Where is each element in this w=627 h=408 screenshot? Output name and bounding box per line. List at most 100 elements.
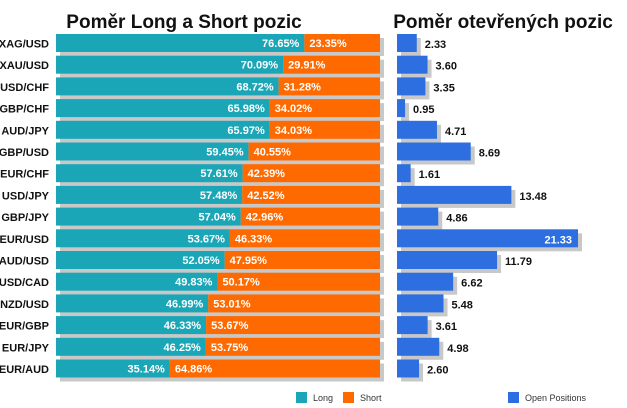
open-positions-bar [397,337,440,356]
open-positions-bar [397,185,512,204]
short-bar [269,120,380,139]
long-value-label: 46.25% [164,342,202,354]
open-positions-bar [397,207,439,226]
short-value-label: 42.96% [246,212,284,224]
long-value-label: 53.67% [188,233,226,245]
long-value-label: 65.98% [227,103,265,115]
long-value-label: 35.14% [128,364,166,376]
ratio-chart-title: Poměr Long a Short pozic [66,12,302,33]
legend-label: Short [360,393,382,403]
category-label: EUR/JPY [2,342,50,354]
category-label: GBP/JPY [1,212,49,224]
long-bar [56,34,305,52]
short-value-label: 40.55% [254,147,292,159]
short-value-label: 50.17% [222,277,260,289]
legend-swatch [343,392,354,403]
short-bar [304,34,380,52]
short-bar [229,229,380,248]
short-value-label: 29.91% [288,60,326,72]
short-value-label: 31.28% [284,81,322,93]
legends: Long Short Open Positions [296,392,587,403]
long-value-label: 57.61% [200,168,238,180]
open-positions-value-label: 3.35 [433,82,454,94]
category-label: XAG/USD [0,39,49,51]
long-bar [56,337,206,356]
category-label: USD/JPY [2,190,50,202]
legend-label: Long [313,393,333,403]
open-positions-value-label: 8.69 [479,148,500,160]
category-label: USD/CAD [0,277,49,289]
long-bar [56,99,270,118]
open-positions-value-label: 3.61 [436,321,457,333]
short-value-label: 53.67% [211,320,249,332]
long-value-label: 46.99% [166,298,204,310]
category-label: GBP/CHF [0,104,49,116]
short-bar [242,185,380,204]
open-positions-value-label: 1.61 [419,169,440,181]
short-bar [208,294,380,313]
long-bar [56,207,241,226]
open-positions-value-label: 6.62 [461,278,482,290]
open-positions-bar [397,99,406,118]
open-positions-value-label: 0.95 [413,104,434,116]
open-positions-value-label: 4.98 [447,343,468,355]
open-positions-bar [397,55,428,74]
long-bar [56,359,170,378]
open-positions-value-label: 2.60 [427,365,448,377]
long-value-label: 49.83% [175,277,213,289]
legend-swatch [296,392,307,403]
long-value-label: 46.33% [164,320,202,332]
long-value-label: 70.09% [241,60,279,72]
long-value-label: 68.72% [236,81,274,93]
short-bar [224,251,380,269]
short-value-label: 34.03% [275,125,313,137]
short-bar [206,316,380,335]
long-bar [56,294,209,313]
short-bar [240,207,380,226]
short-bar [269,99,380,118]
open-positions-bar [397,164,411,183]
open-positions-value-label: 3.60 [436,61,457,73]
open-positions-value-label: 13.48 [519,191,547,203]
long-value-label: 65.97% [227,125,265,137]
long-bar [56,251,225,269]
open-positions-value-label: 5.48 [452,299,473,311]
legend-label: Open Positions [525,393,587,403]
open-positions-bar [397,251,498,269]
category-label: AUD/USD [0,256,49,268]
short-bar [169,359,380,378]
long-bar [56,142,249,161]
category-label: EUR/GBP [0,321,49,333]
short-bar [205,337,380,356]
long-value-label: 57.48% [200,190,238,202]
long-bar [56,164,243,183]
category-label: EUR/USD [0,234,49,246]
short-value-label: 42.39% [248,168,286,180]
short-value-label: 53.75% [211,342,249,354]
short-value-label: 23.35% [309,38,347,50]
short-bar [217,272,380,291]
open-positions-value-label: 2.33 [425,39,446,51]
long-bar [56,55,284,74]
long-bar [56,185,243,204]
open-positions-value-label: 4.86 [446,213,467,225]
category-label: GBP/USD [0,147,49,159]
open-positions-bar [397,316,428,335]
long-bar [56,229,230,248]
short-value-label: 47.95% [230,255,268,267]
short-bar [248,142,380,161]
long-value-label: 59.45% [206,147,244,159]
long-bar [56,316,207,335]
legend-swatch [508,392,519,403]
open-positions-bar [397,34,417,52]
short-value-label: 46.33% [235,233,273,245]
long-value-label: 52.05% [182,255,220,267]
category-label: NZD/USD [0,299,49,311]
category-label: AUD/JPY [1,125,49,137]
open-positions-bar [397,77,426,96]
category-label: XAU/USD [0,60,49,72]
category-label: EUR/AUD [0,364,49,376]
positions-chart-title: Poměr otevřených pozic [393,12,613,33]
long-value-label: 57.04% [198,212,236,224]
